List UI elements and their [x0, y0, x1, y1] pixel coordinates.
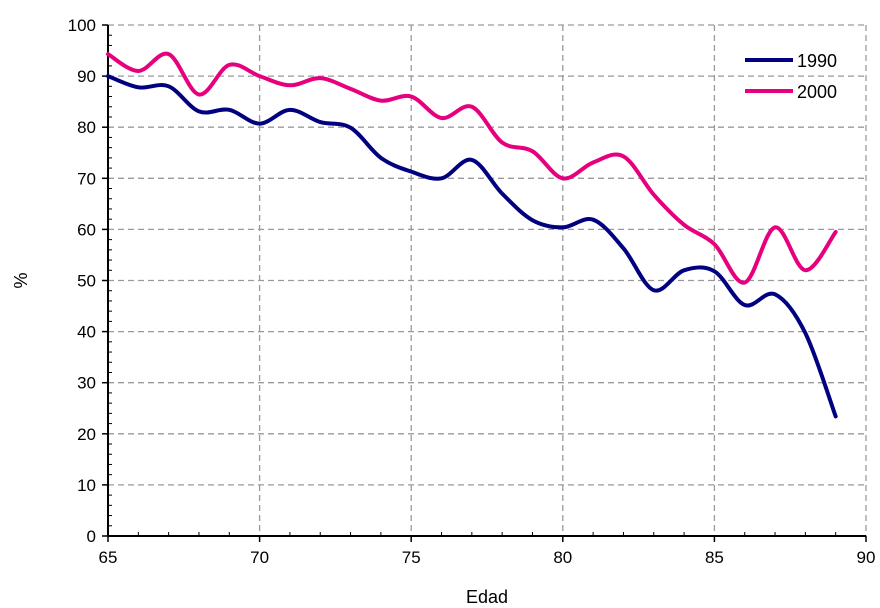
- y-tick-label-80: 80: [77, 118, 96, 137]
- y-tick-label-40: 40: [77, 323, 96, 342]
- legend-label-1990: 1990: [797, 51, 837, 71]
- y-tick-label-50: 50: [77, 272, 96, 291]
- y-tick-label-0: 0: [87, 527, 96, 546]
- x-tick-label-75: 75: [402, 548, 421, 567]
- x-tick-label-65: 65: [99, 548, 118, 567]
- x-tick-label-85: 85: [705, 548, 724, 567]
- y-tick-label-60: 60: [77, 220, 96, 239]
- series: [106, 51, 838, 419]
- grid: [108, 24, 867, 536]
- series-line-2000: [106, 51, 838, 285]
- y-tick-label-70: 70: [77, 169, 96, 188]
- x-axis-title: Edad: [466, 587, 508, 607]
- x-tick-label-90: 90: [857, 548, 876, 567]
- legend: 1990 2000: [745, 51, 837, 102]
- legend-label-2000: 2000: [797, 82, 837, 102]
- x-tick-label-80: 80: [553, 548, 572, 567]
- y-tick-label-100: 100: [68, 16, 96, 35]
- y-tick-label-30: 30: [77, 374, 96, 393]
- y-tick-label-90: 90: [77, 67, 96, 86]
- y-tick-label-20: 20: [77, 425, 96, 444]
- series-line-1990: [106, 74, 838, 419]
- x-tick-label-70: 70: [250, 548, 269, 567]
- y-tick-label-10: 10: [77, 476, 96, 495]
- y-axis-title: %: [11, 272, 31, 288]
- ticks: 0 10 20 30 40 50 60 70 80 90 100 65 70 75 80 85 90: [68, 16, 876, 567]
